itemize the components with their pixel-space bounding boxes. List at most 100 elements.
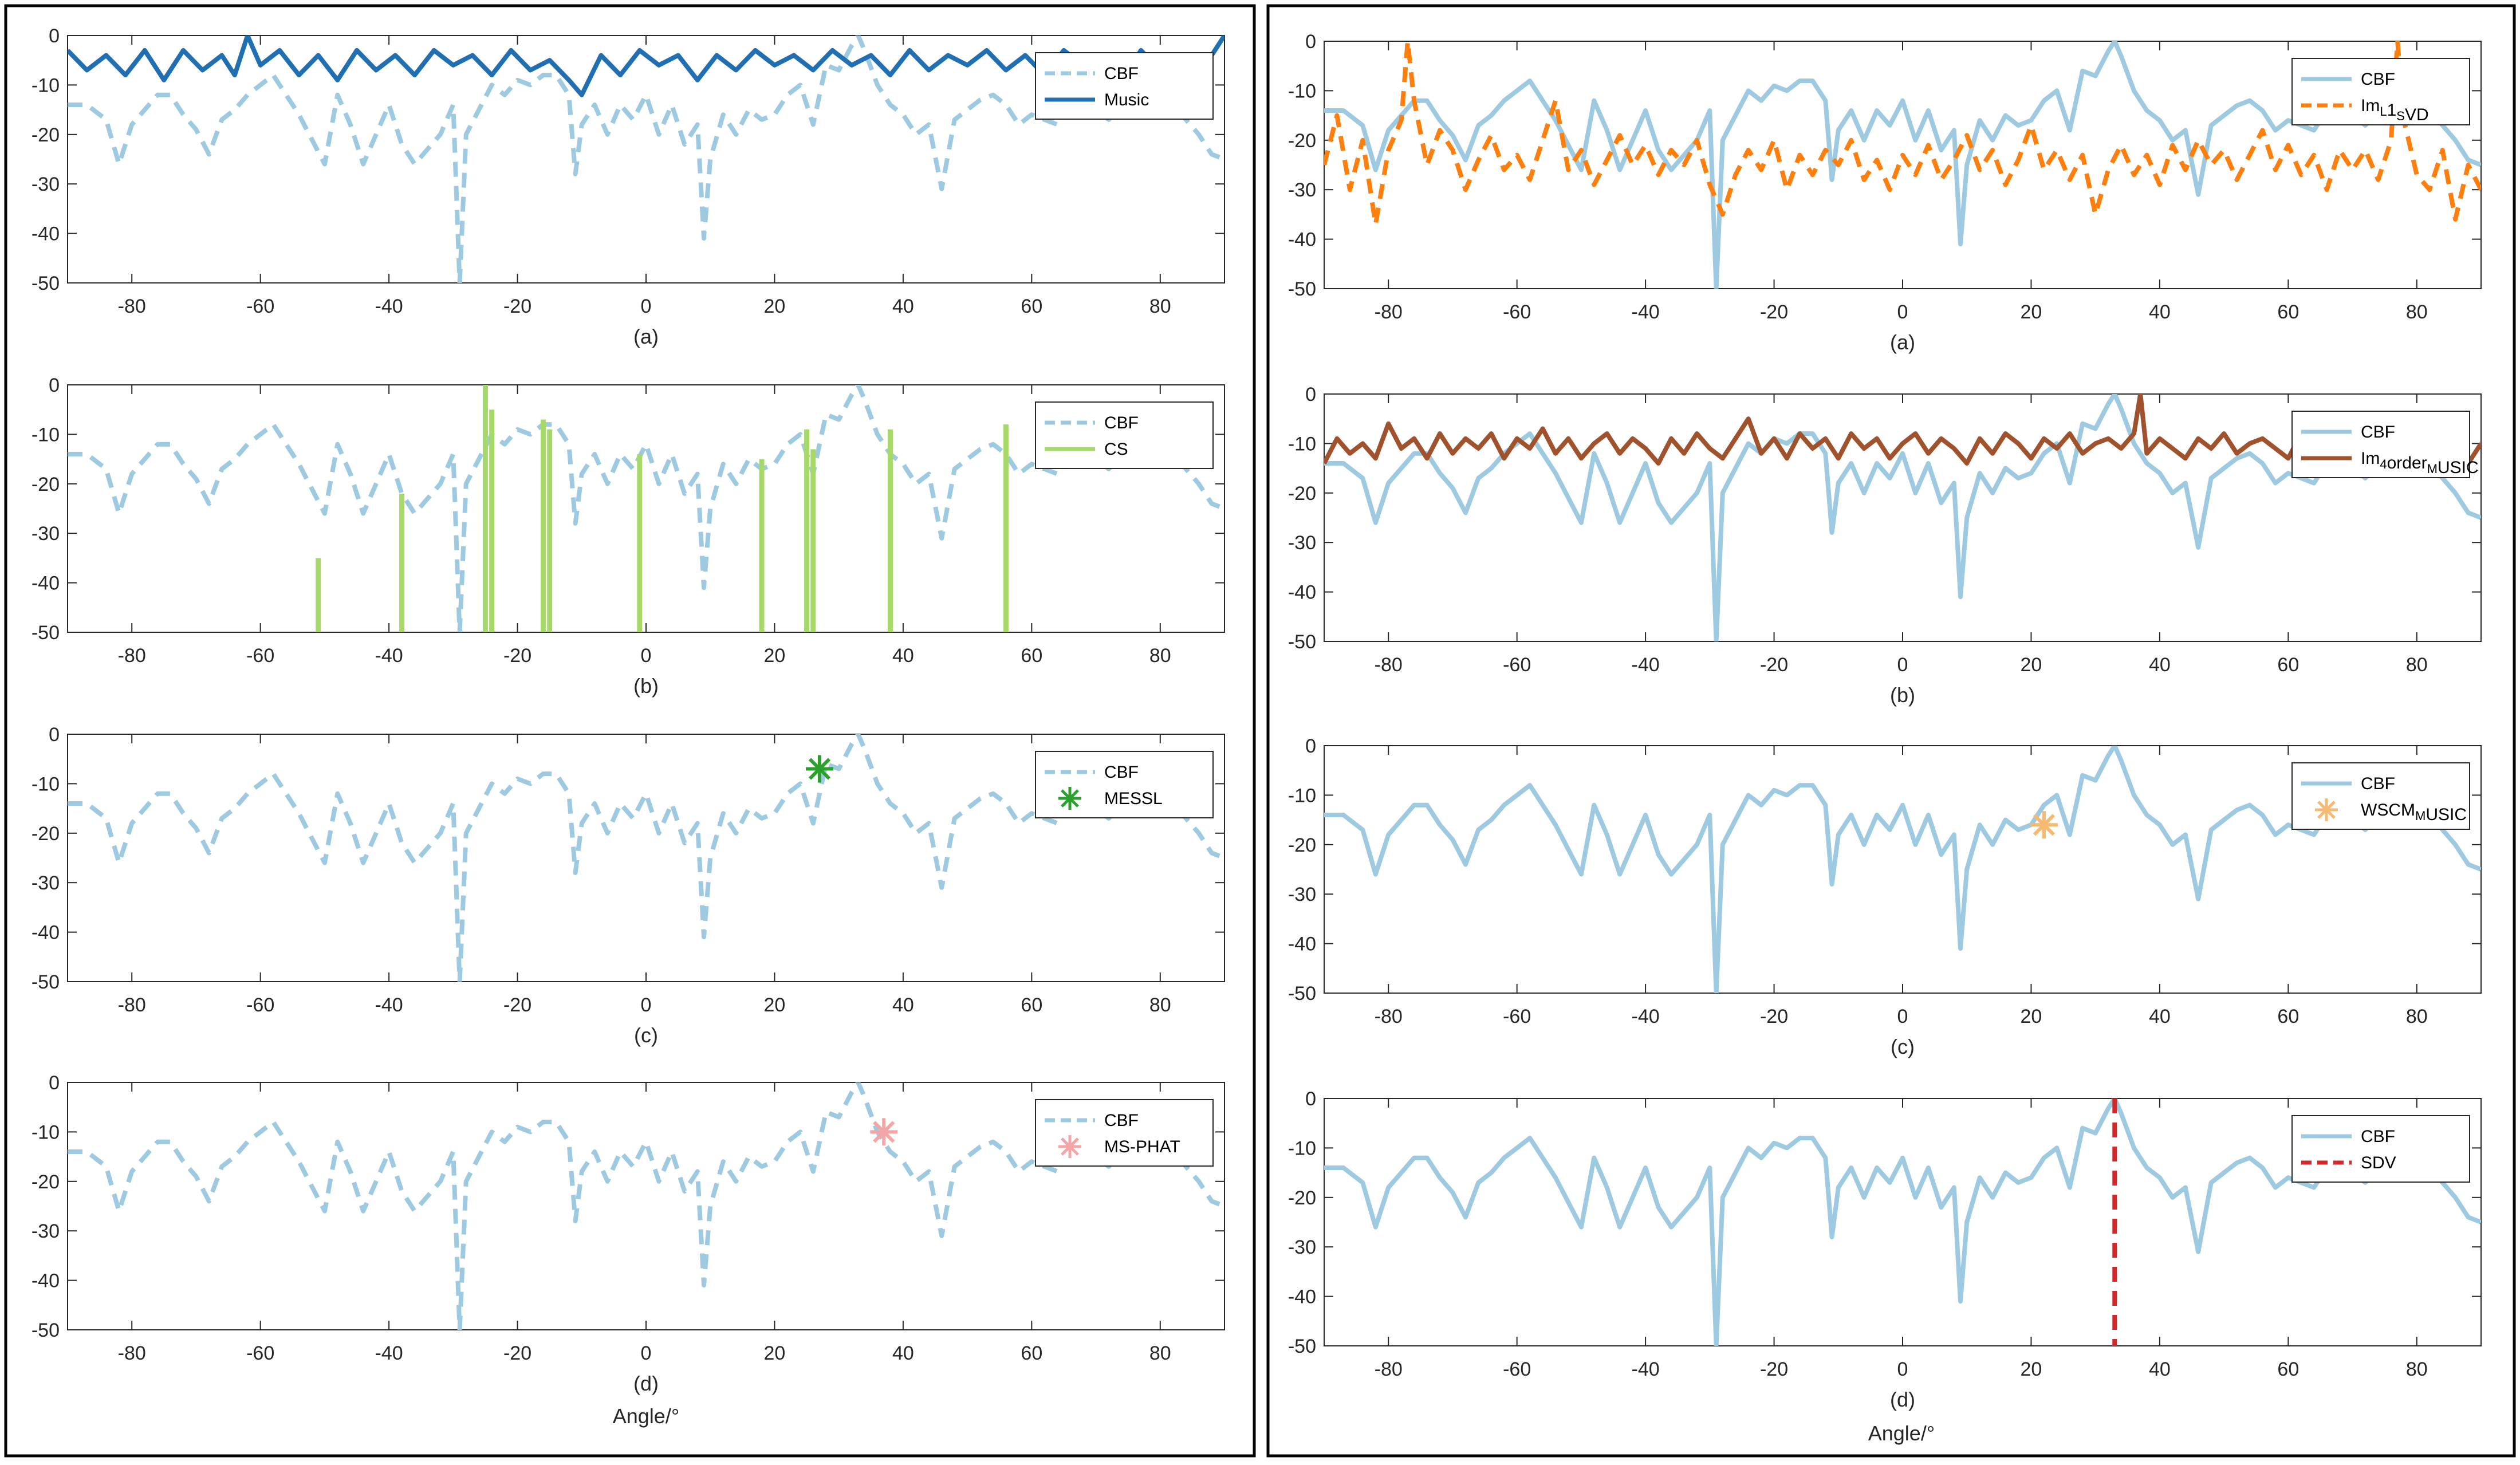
series-cbf-line <box>68 385 1224 632</box>
legend-entry: CS <box>1104 440 1128 459</box>
chart-panel-r-a: -80 -60 -40 -20 0 20 40 60 80 0 -10 -20 -30 -40 -50 (a)… <box>1288 31 2482 354</box>
plot-series <box>68 734 1224 982</box>
chart-panel-l-c: -80 -60 -40 -20 0 20 40 60 80 0 -10 -20 -30 -40 -50 (c)… <box>32 724 1225 1047</box>
x-tick-label: -20 <box>1760 1006 1788 1027</box>
panel-caption: (d) <box>1890 1388 1915 1411</box>
x-tick-label: -80 <box>1375 654 1403 676</box>
y-tick-label: -50 <box>32 273 60 294</box>
plot-series <box>68 385 1224 632</box>
y-tick-label: -30 <box>1288 1236 1316 1258</box>
plot-area <box>67 1082 1225 1330</box>
x-tick-label: 20 <box>2021 301 2042 323</box>
x-tick-label: 40 <box>2149 1358 2171 1380</box>
x-tick-label: -80 <box>118 296 146 317</box>
legend-box <box>1035 401 1214 469</box>
y-tick-label: 0 <box>1305 1088 1316 1110</box>
plot-area <box>1324 393 2482 642</box>
legend-entry: SDV <box>2361 1153 2396 1172</box>
x-tick-label: 40 <box>2149 301 2171 323</box>
plot-series <box>68 1082 1224 1330</box>
y-tick-label: -10 <box>1288 1137 1316 1159</box>
x-tick-label: 40 <box>892 645 914 667</box>
x-tick-label: -60 <box>246 296 274 317</box>
series-im-4-order-m-usic-line <box>1324 394 2481 466</box>
y-tick-label: -30 <box>1288 179 1316 201</box>
x-tick-label: -40 <box>1632 654 1660 676</box>
panel-caption: (a) <box>1890 330 1915 354</box>
y-tick-label: -20 <box>32 124 60 146</box>
chart-panel-r-b: -80 -60 -40 -20 0 20 40 60 80 0 -10 -20 -30 -40 -50 (b)… <box>1288 384 2482 707</box>
panel-caption: (c) <box>1891 1035 1915 1058</box>
x-tick-label: 80 <box>1149 1342 1171 1364</box>
legend-entry: CBF <box>1104 763 1139 782</box>
x-tick-label: 60 <box>2277 301 2299 323</box>
x-tick-label: -60 <box>246 645 274 667</box>
plot-area <box>67 384 1225 633</box>
legend: CBF MS-PHAT <box>1035 1099 1214 1167</box>
legend-entry: Music <box>1104 90 1149 109</box>
chart-panel-l-d: -80 -60 -40 -20 0 20 40 60 80 0 -10 -20 -30 -40 -50 (d)… <box>32 1072 1225 1395</box>
y-tick-label: -50 <box>1288 631 1316 653</box>
x-tick-label: -40 <box>1632 1006 1660 1027</box>
x-tick-label: 0 <box>1897 301 1908 323</box>
x-tick-label: 80 <box>2406 654 2428 676</box>
legend: CBF ImL1SVD <box>2291 58 2470 125</box>
x-tick-label: 60 <box>2277 1358 2299 1380</box>
x-tick-label: 20 <box>764 994 786 1016</box>
legend-box <box>2291 411 2470 478</box>
plot-series <box>1324 746 2481 993</box>
plot-area <box>67 35 1225 283</box>
x-tick-label: -60 <box>246 994 274 1016</box>
plot-area <box>1324 1098 2482 1346</box>
legend: CBF Music <box>1035 52 1214 120</box>
legend: CBF MESSL <box>1035 751 1214 818</box>
legend: CBF SDV <box>2291 1115 2470 1183</box>
y-tick-label: 0 <box>49 1072 60 1094</box>
legend-box <box>1035 751 1214 818</box>
x-tick-label: -20 <box>503 645 531 667</box>
x-tick-label: 80 <box>2406 1006 2428 1027</box>
y-tick-label: -40 <box>32 922 60 944</box>
y-tick-label: -40 <box>32 223 60 245</box>
x-tick-label: 20 <box>2021 654 2042 676</box>
x-tick-label: -20 <box>1760 1358 1788 1380</box>
x-tick-label: -60 <box>1503 654 1531 676</box>
y-tick-label: -20 <box>32 823 60 845</box>
chart-panels: -80 -60 -40 -20 0 20 40 60 80 0 -10 -20 -30 -40 -50 (a)… <box>32 25 2482 1411</box>
y-tick-label: 0 <box>1305 384 1316 405</box>
legend-entry: ImL1SVD <box>2361 96 2429 124</box>
series-cbf-line <box>1324 1098 2481 1346</box>
x-tick-label: 0 <box>641 645 652 667</box>
y-tick-label: -10 <box>1288 785 1316 806</box>
y-tick-label: -30 <box>1288 532 1316 554</box>
x-tick-label: 60 <box>2277 1006 2299 1027</box>
x-tick-label: 0 <box>1897 1006 1908 1027</box>
series-im-l-1-s-vd-line <box>1324 41 2481 227</box>
x-tick-label: -80 <box>118 994 146 1016</box>
y-tick-label: -10 <box>32 773 60 795</box>
y-tick-label: -30 <box>32 872 60 894</box>
x-tick-label: 60 <box>1021 994 1042 1016</box>
right-group-frame <box>1266 4 2516 1458</box>
legend: CBF WSCMMUSIC <box>2291 762 2470 830</box>
x-tick-label: -20 <box>503 296 531 317</box>
chart-panel-l-a: -80 -60 -40 -20 0 20 40 60 80 0 -10 -20 -30 -40 -50 (a)… <box>32 25 1225 348</box>
plot-area <box>1324 41 2482 289</box>
series-cbf-line <box>1324 41 2481 289</box>
x-tick-label: -60 <box>246 1342 274 1364</box>
x-tick-label: 60 <box>1021 1342 1042 1364</box>
x-tick-label: 0 <box>641 994 652 1016</box>
legend-entry: CBF <box>1104 64 1139 83</box>
x-tick-label: 80 <box>1149 296 1171 317</box>
x-tick-label: 20 <box>2021 1358 2042 1380</box>
legend-box <box>1035 1099 1214 1167</box>
x-tick-label: -40 <box>375 645 403 667</box>
right-x-axis-label: Angle/° <box>1868 1421 1935 1445</box>
plot-area <box>67 734 1225 982</box>
x-tick-label: 20 <box>764 1342 786 1364</box>
x-tick-label: 80 <box>2406 1358 2428 1380</box>
x-tick-label: -20 <box>1760 654 1788 676</box>
x-tick-label: 40 <box>2149 654 2171 676</box>
y-tick-label: -40 <box>1288 582 1316 604</box>
left-group-frame <box>4 4 1256 1458</box>
